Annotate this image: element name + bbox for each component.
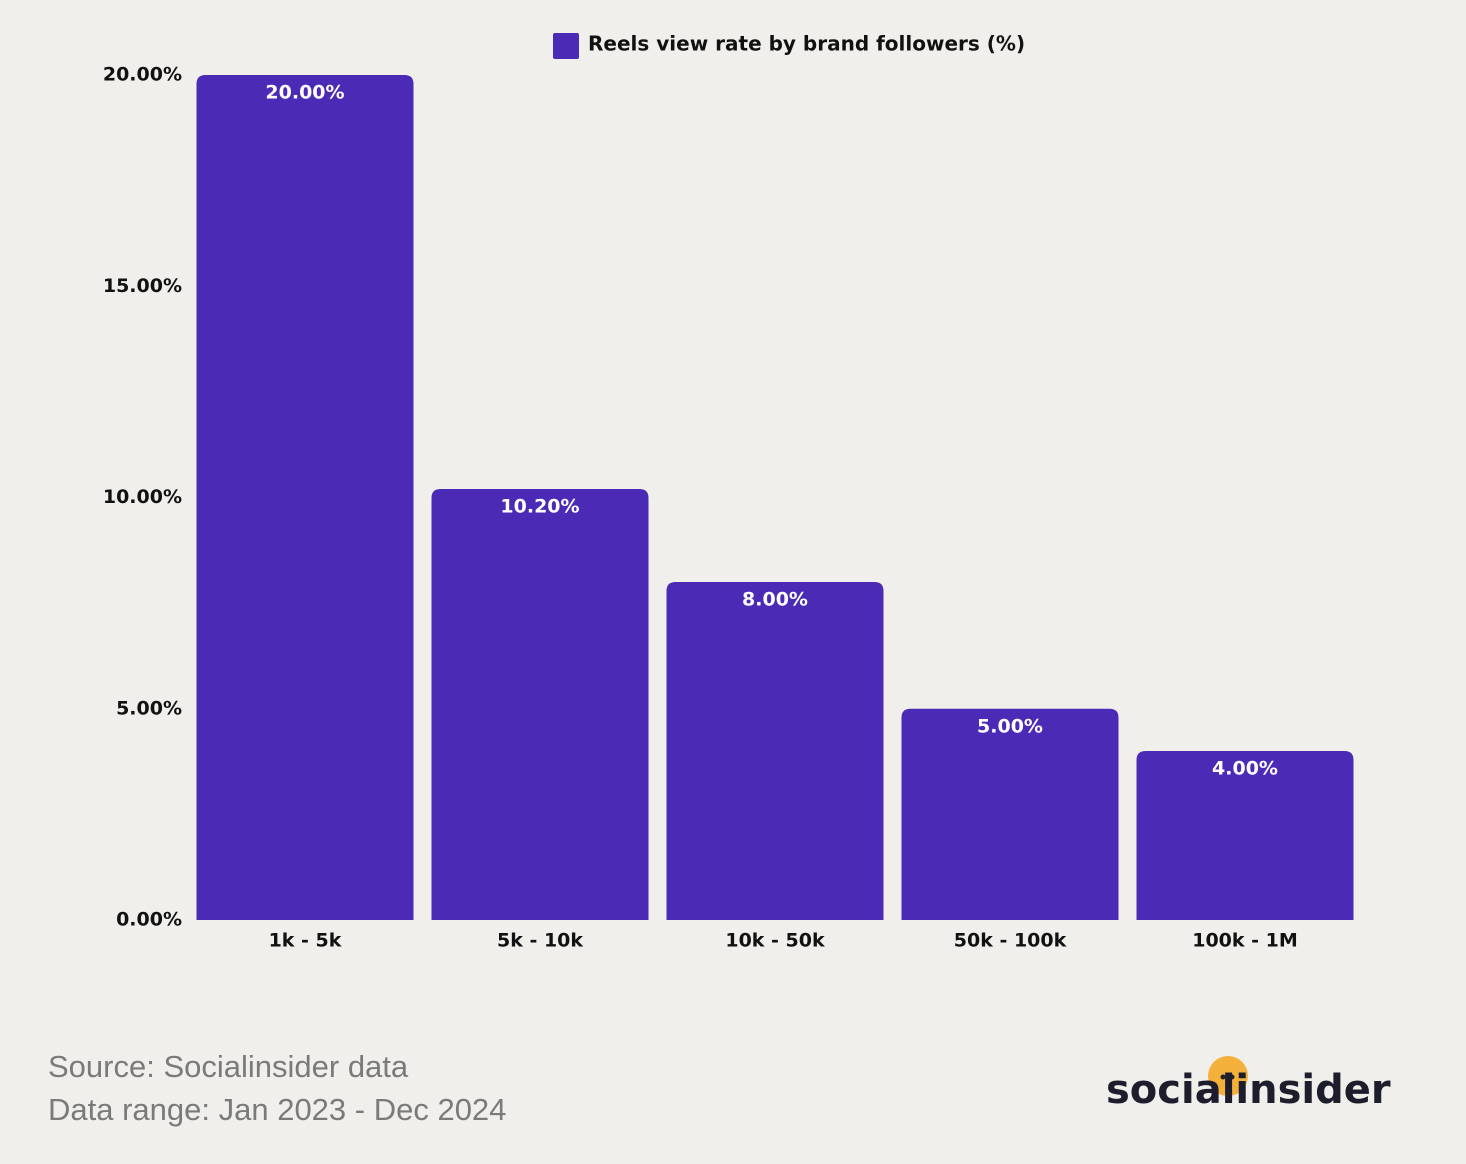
logo-icon xyxy=(1208,1056,1248,1096)
bar xyxy=(1136,751,1354,920)
bar xyxy=(901,708,1119,920)
source: Source: Socialinsider data xyxy=(48,1049,409,1084)
value-label: 10.20% xyxy=(500,496,579,518)
value-label: 20.00% xyxy=(265,82,344,104)
value-label: 5.00% xyxy=(977,715,1043,737)
date-range: Data range: Jan 2023 - Dec 2024 xyxy=(48,1092,506,1127)
logo: socialinsider xyxy=(1106,1067,1391,1113)
value-label: 4.00% xyxy=(1212,758,1278,780)
legend-swatch xyxy=(553,33,579,59)
y-tick-label: 15.00% xyxy=(103,275,182,297)
x-tick-label: 5k - 10k xyxy=(497,930,583,952)
x-tick-label: 50k - 100k xyxy=(954,930,1067,952)
y-tick-label: 20.00% xyxy=(103,64,182,86)
y-tick-label: 0.00% xyxy=(116,909,182,931)
value-label: 8.00% xyxy=(742,589,808,611)
logo-eye xyxy=(1229,1074,1235,1080)
legend-label: Reels view rate by brand followers (%) xyxy=(588,32,1025,56)
bar xyxy=(666,582,884,920)
y-tick-label: 5.00% xyxy=(116,697,182,719)
logo-eye xyxy=(1220,1074,1226,1080)
x-tick-label: 10k - 50k xyxy=(725,930,825,952)
bar xyxy=(196,75,414,920)
bar xyxy=(431,489,649,920)
y-tick-label: 10.00% xyxy=(103,486,182,508)
x-tick-label: 100k - 1M xyxy=(1192,930,1298,952)
x-tick-label: 1k - 5k xyxy=(269,930,342,952)
